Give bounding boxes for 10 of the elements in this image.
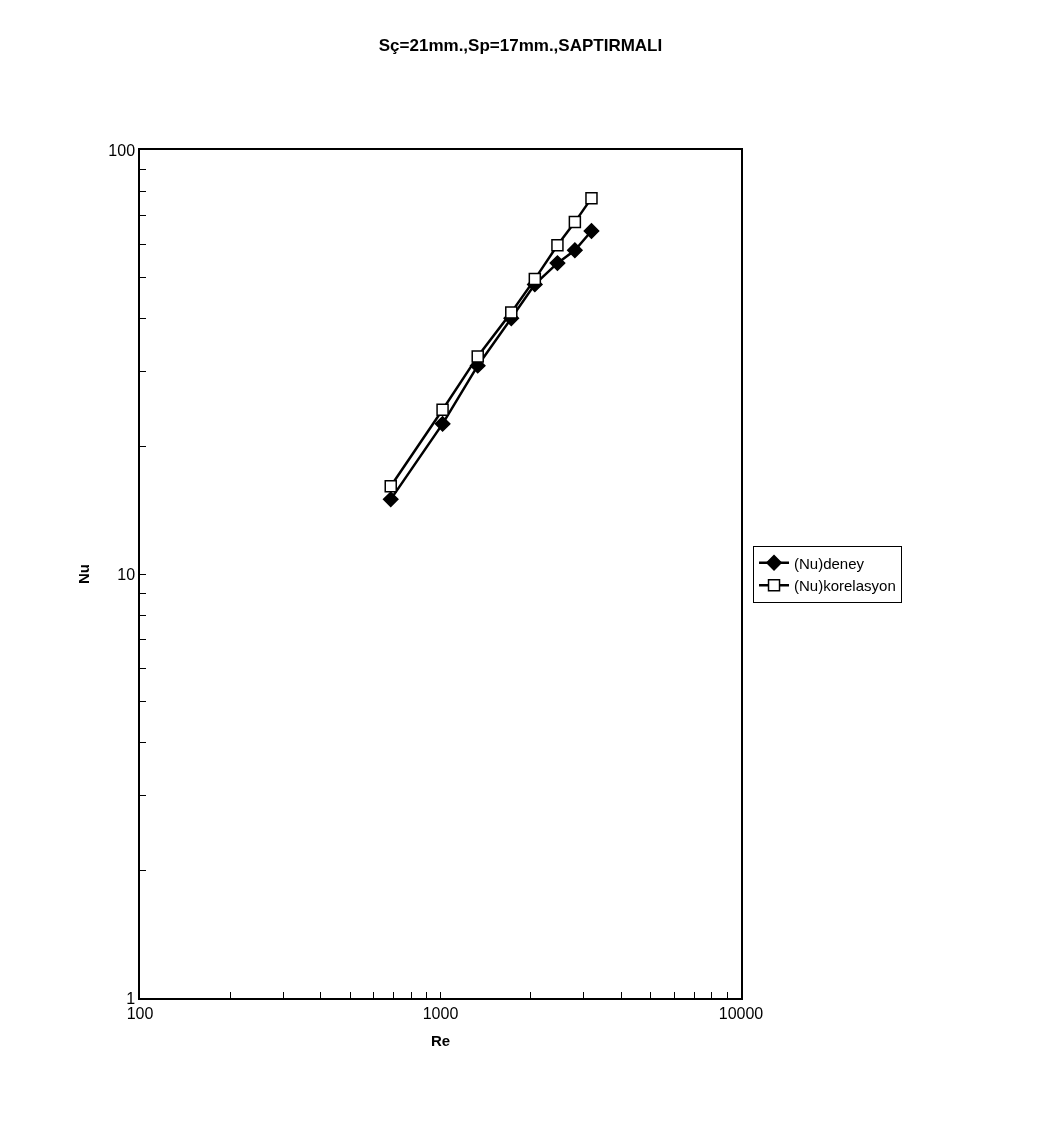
y-tick-label: 100 bbox=[108, 141, 136, 159]
y-axis-title: Nu bbox=[75, 564, 93, 584]
x-tick-label: 1000 bbox=[422, 1004, 459, 1022]
x-axis-title: Re bbox=[430, 1032, 451, 1050]
legend-label: (Nu)deney bbox=[794, 554, 865, 572]
chart-title: Sç=21mm.,Sp=17mm.,SAPTIRMALI bbox=[378, 36, 663, 56]
y-tick-label: 10 bbox=[117, 565, 136, 583]
legend-label: (Nu)korelasyon bbox=[794, 577, 896, 595]
x-tick-label: 10000 bbox=[718, 1004, 764, 1022]
y-tick-label: 1 bbox=[126, 989, 136, 1007]
